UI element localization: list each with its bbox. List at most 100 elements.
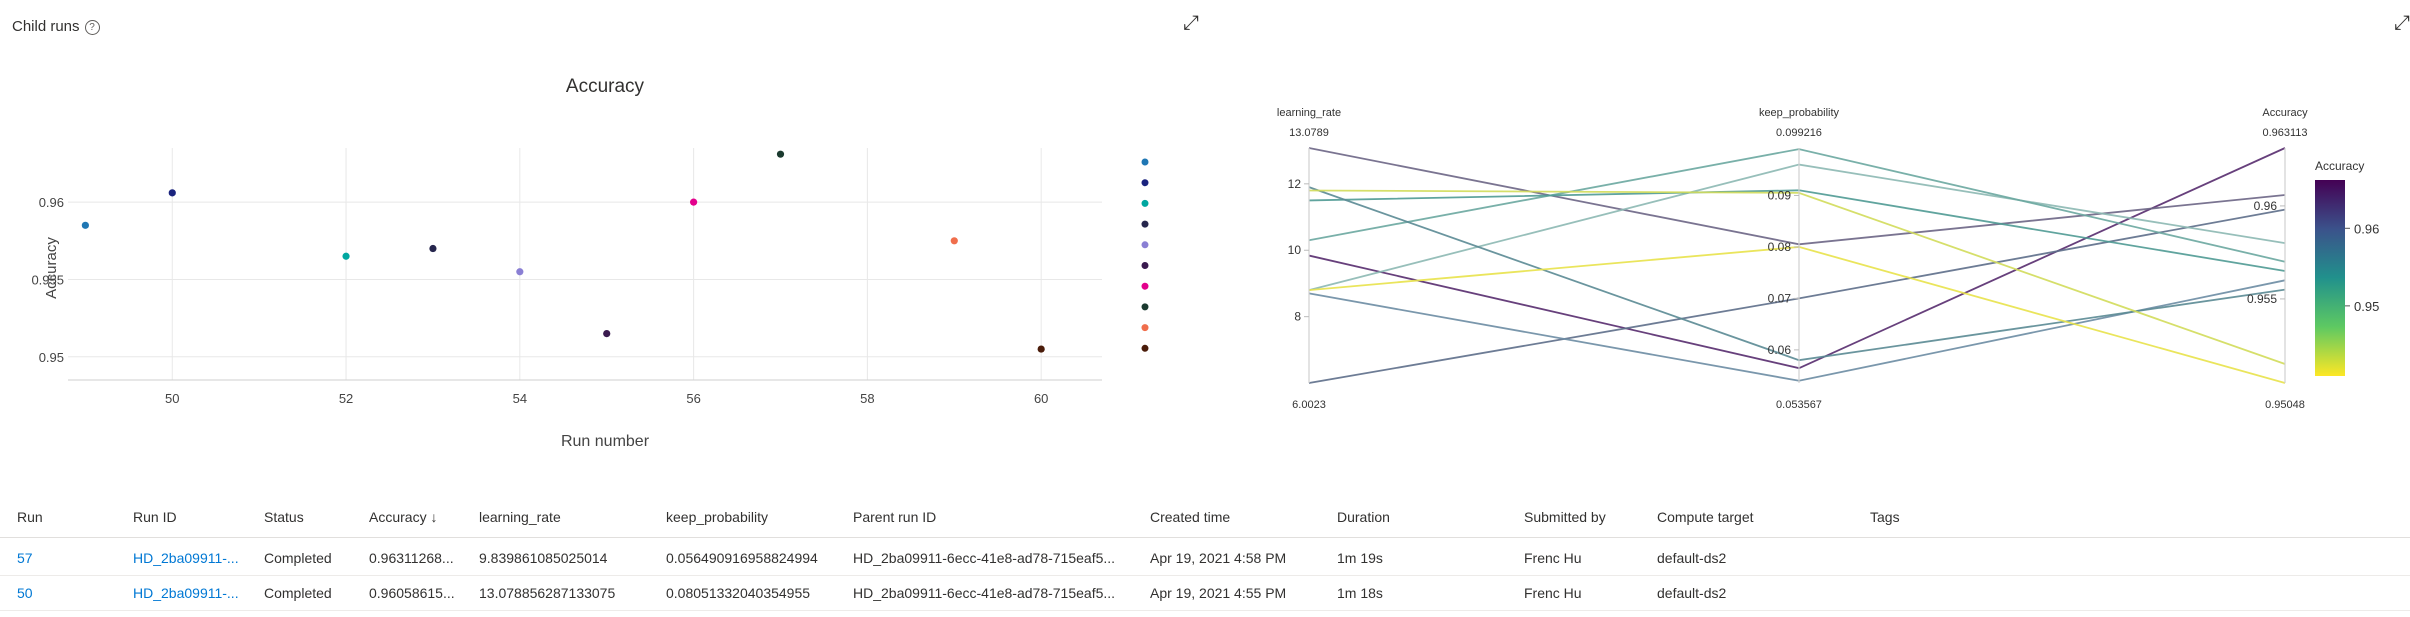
y-axis-label: Accuracy (43, 237, 60, 299)
legend-marker (1141, 262, 1149, 269)
table-cell: HD_2ba09911-6ecc-41e8-ad78-715eaf5... (853, 585, 1116, 601)
axis-name: keep_probability (1759, 107, 1840, 119)
column-header[interactable]: Created time (1150, 509, 1231, 525)
axis-tick-label: 10 (1288, 243, 1302, 257)
column-header[interactable]: Compute target (1657, 509, 1754, 525)
data-point (429, 244, 437, 253)
table-cell: 0.056490916958824994 (666, 550, 818, 566)
table-cell: Completed (264, 585, 332, 601)
x-tick-label: 58 (860, 391, 874, 406)
parallel-coordinates-chart: learning_rate 13.0789 6.0023 8 10 12 keep_prob… (1277, 107, 2380, 411)
run-id-link[interactable]: HD_2ba09911-... (133, 585, 239, 601)
column-header[interactable]: keep_probability (666, 509, 768, 525)
expand-icon[interactable]: ⤢ (2394, 12, 2410, 34)
axis-tick-label: 0.96 (2254, 199, 2278, 213)
table-row[interactable]: 50 HD_2ba09911-... Completed 0.96058615... 1… (0, 576, 2410, 611)
legend-marker (1141, 324, 1149, 332)
legend-marker (1141, 303, 1149, 311)
table-header: Run Run ID Status Accuracy ↓ learning_rate ke… (0, 505, 2410, 538)
table-cell: 0.96058615... (369, 585, 455, 601)
axis-max-label: 13.0789 (1289, 127, 1329, 139)
parcoord-line (1308, 147, 2286, 370)
data-point (1037, 345, 1045, 353)
column-header[interactable]: Submitted by (1524, 509, 1606, 525)
chart-title: Accuracy (566, 76, 645, 97)
run-link[interactable]: 57 (17, 550, 33, 566)
column-header[interactable]: learning_rate (479, 509, 561, 525)
data-point (516, 268, 524, 276)
legend-marker (1141, 344, 1149, 352)
y-tick-label: 0.96 (39, 195, 64, 210)
axis-tick-label: 0.08 (1768, 240, 1792, 254)
legend-marker (1141, 241, 1149, 249)
axis-tick-label: 0.07 (1768, 291, 1792, 305)
data-point (776, 150, 785, 158)
axis-max-label: 0.963113 (2262, 127, 2307, 139)
help-icon[interactable]: ? (84, 19, 100, 35)
data-point (690, 198, 698, 206)
colorbar-title: Accuracy (2315, 159, 2364, 173)
colorbar (2315, 180, 2345, 376)
run-id-link[interactable]: HD_2ba09911-... (133, 550, 239, 566)
parcoord-line (1308, 279, 2286, 382)
axis-tick-label: 0.06 (1768, 343, 1792, 357)
colorbar-tick-label: 0.955 (2354, 299, 2380, 314)
axis-min-label: 0.95048 (2265, 399, 2305, 411)
table-cell: default-ds2 (1657, 585, 1727, 601)
child-runs-label: Child runs (12, 18, 80, 35)
y-tick-label: 0.955 (31, 272, 64, 287)
colorbar-tick-label: 0.96 (2354, 221, 2379, 236)
table-row[interactable]: 57 HD_2ba09911-... Completed 0.96311268... 9… (0, 541, 2410, 576)
data-point (603, 330, 611, 338)
legend-marker (1141, 199, 1149, 207)
axis-min-label: 6.0023 (1292, 399, 1326, 411)
table-cell: 0.08051332040354955 (666, 585, 811, 601)
data-point (81, 221, 89, 229)
data-point (342, 252, 350, 260)
legend-marker (1141, 282, 1149, 290)
x-tick-label: 56 (686, 391, 700, 406)
data-point (950, 237, 958, 245)
legend-marker (1141, 158, 1149, 166)
table-cell: Apr 19, 2021 4:58 PM (1150, 550, 1287, 566)
x-tick-label: 50 (165, 391, 179, 406)
parcoord-line (1308, 246, 2286, 384)
table-cell: 1m 19s (1337, 550, 1383, 566)
x-tick-label: 60 (1034, 391, 1048, 406)
y-tick-label: 0.95 (39, 350, 64, 365)
axis-min-label: 0.053567 (1776, 399, 1822, 411)
axis-name: Accuracy (2262, 107, 2308, 119)
column-header[interactable]: Tags (1870, 509, 1900, 525)
table-cell: 9.839861085025014 (479, 550, 608, 566)
x-axis-label: Run number (561, 433, 650, 450)
axis-name: learning_rate (1277, 107, 1341, 119)
accuracy-scatter-chart: Accuracy 50 52 54 56 58 60 0.95 0.955 0.96 Run num… (31, 76, 1149, 450)
parcoord-line (1308, 189, 2286, 272)
parcoord-line (1308, 208, 2286, 384)
table-cell: Apr 19, 2021 4:55 PM (1150, 585, 1287, 601)
child-runs-title: Child runs? (12, 18, 100, 35)
column-header[interactable]: Status (264, 509, 304, 525)
run-link[interactable]: 50 (17, 585, 33, 601)
table-cell: Completed (264, 550, 332, 566)
table-cell: Frenc Hu (1524, 585, 1582, 601)
column-header[interactable]: Duration (1337, 509, 1390, 525)
x-tick-label: 54 (513, 391, 527, 406)
axis-tick-label: 12 (1288, 177, 1302, 191)
parcoord-line (1308, 147, 2286, 246)
table-cell: 0.96311268... (369, 550, 454, 566)
column-header[interactable]: Parent run ID (853, 509, 937, 525)
expand-icon[interactable]: ⤢ (1183, 12, 1199, 34)
axis-max-label: 0.099216 (1776, 127, 1822, 139)
column-header[interactable]: Run (17, 509, 43, 525)
table-cell: HD_2ba09911-6ecc-41e8-ad78-715eaf5... (853, 550, 1116, 566)
legend-marker (1141, 220, 1149, 228)
table-cell: Frenc Hu (1524, 550, 1582, 566)
column-header[interactable]: Accuracy ↓ (369, 509, 438, 525)
axis-tick-label: 0.955 (2247, 292, 2277, 306)
legend-marker (1141, 179, 1149, 187)
table-cell: 1m 18s (1337, 585, 1383, 601)
parcoord-line (1308, 148, 2286, 263)
axis-tick-label: 0.09 (1768, 188, 1792, 202)
column-header[interactable]: Run ID (133, 509, 177, 525)
